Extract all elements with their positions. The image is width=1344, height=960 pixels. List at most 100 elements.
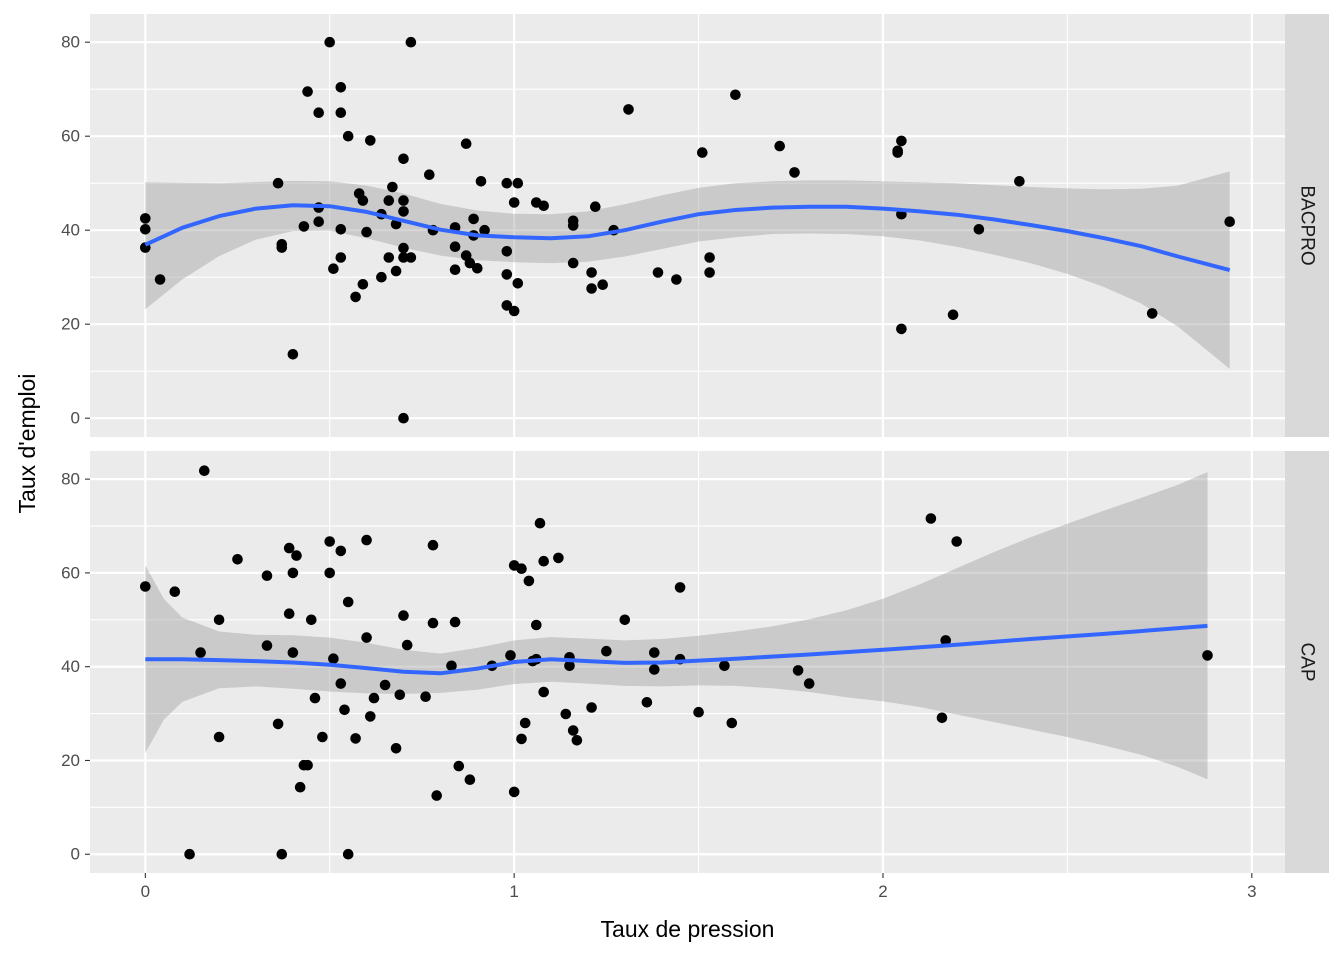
data-point xyxy=(361,632,372,643)
data-point xyxy=(335,224,347,235)
data-point xyxy=(272,177,284,189)
data-point xyxy=(449,264,461,276)
data-point xyxy=(405,36,417,48)
data-point xyxy=(564,660,575,672)
data-point xyxy=(896,323,907,335)
data-point xyxy=(405,252,417,263)
data-point xyxy=(398,252,409,263)
data-point xyxy=(512,177,524,189)
data-point xyxy=(973,224,985,235)
data-point xyxy=(324,536,336,547)
data-point xyxy=(464,257,476,269)
data-point xyxy=(774,140,785,152)
data-point xyxy=(398,242,409,254)
x-tick-label: 1 xyxy=(509,882,518,901)
smooth-line xyxy=(145,623,1208,676)
data-point xyxy=(261,570,273,581)
data-point xyxy=(704,252,715,263)
data-point xyxy=(697,147,708,158)
facet-strip xyxy=(1285,451,1329,873)
data-point xyxy=(350,291,361,303)
data-point xyxy=(140,581,151,592)
data-point xyxy=(390,265,402,277)
data-point xyxy=(538,200,549,212)
data-point xyxy=(324,567,336,579)
data-point xyxy=(1146,308,1158,319)
data-point xyxy=(361,226,372,238)
data-point xyxy=(401,639,413,651)
y-tick-label: 80 xyxy=(61,33,80,52)
data-point xyxy=(449,241,461,252)
data-point xyxy=(342,130,354,142)
data-point xyxy=(291,550,302,561)
data-point xyxy=(335,82,347,93)
data-point xyxy=(940,635,951,646)
data-point xyxy=(140,213,151,224)
y-axis-title: Taux d'emploi xyxy=(14,374,40,514)
data-point xyxy=(420,691,431,702)
data-point xyxy=(560,708,572,720)
y-tick-label: 60 xyxy=(61,127,80,146)
data-point xyxy=(505,650,516,661)
data-point xyxy=(649,647,660,658)
data-point xyxy=(590,201,601,212)
data-point xyxy=(571,735,583,746)
data-point xyxy=(140,224,151,235)
data-point xyxy=(719,660,730,672)
x-tick-label: 2 xyxy=(878,882,887,901)
data-point xyxy=(479,224,490,236)
data-point xyxy=(427,539,439,551)
data-point xyxy=(361,534,372,546)
data-point xyxy=(671,274,682,285)
x-tick-label: 0 xyxy=(141,882,150,901)
x-axis: 0 1 2 3 xyxy=(141,873,1257,901)
data-point xyxy=(365,711,376,722)
data-point xyxy=(213,614,225,626)
data-point xyxy=(623,104,634,115)
data-point xyxy=(302,86,313,97)
data-point xyxy=(947,309,959,321)
data-point xyxy=(328,263,339,275)
y-tick-label: 80 xyxy=(61,470,80,489)
data-point xyxy=(154,274,166,285)
data-point xyxy=(892,145,903,157)
x-tick-label: 3 xyxy=(1247,882,1256,901)
data-point xyxy=(896,135,907,147)
data-point xyxy=(464,774,476,785)
data-point xyxy=(567,257,579,269)
data-point xyxy=(512,278,524,289)
data-point xyxy=(317,731,328,743)
data-point xyxy=(789,167,800,178)
data-point xyxy=(586,267,597,278)
data-point xyxy=(376,271,387,283)
data-point xyxy=(335,107,347,118)
data-point xyxy=(925,513,937,524)
data-point xyxy=(195,647,206,658)
data-point xyxy=(283,608,295,619)
data-point xyxy=(803,678,815,689)
data-point xyxy=(379,679,391,691)
data-point xyxy=(586,702,597,713)
data-point xyxy=(792,665,804,676)
data-point xyxy=(283,542,295,554)
data-point xyxy=(453,760,465,772)
data-point xyxy=(398,412,409,424)
data-point xyxy=(472,263,483,274)
data-point xyxy=(508,786,520,798)
y-tick-label: 60 xyxy=(61,563,80,582)
data-point xyxy=(475,176,487,187)
data-point xyxy=(649,664,660,675)
data-point xyxy=(501,269,513,280)
data-point xyxy=(431,790,443,801)
smooth-line xyxy=(144,203,1231,273)
data-point xyxy=(1202,650,1213,661)
panel-cap: CAP 0 20 40 60 80 xyxy=(61,451,1329,873)
panels-layer: BACPRO 0 20 40 60 80 CAP 0 20 40 60 80 xyxy=(61,14,1329,873)
y-tick-label: 20 xyxy=(61,751,80,770)
data-point xyxy=(726,717,738,729)
data-point xyxy=(597,279,608,291)
data-point xyxy=(287,647,299,658)
data-point xyxy=(328,653,339,664)
data-point xyxy=(313,216,325,227)
data-point xyxy=(501,246,513,257)
